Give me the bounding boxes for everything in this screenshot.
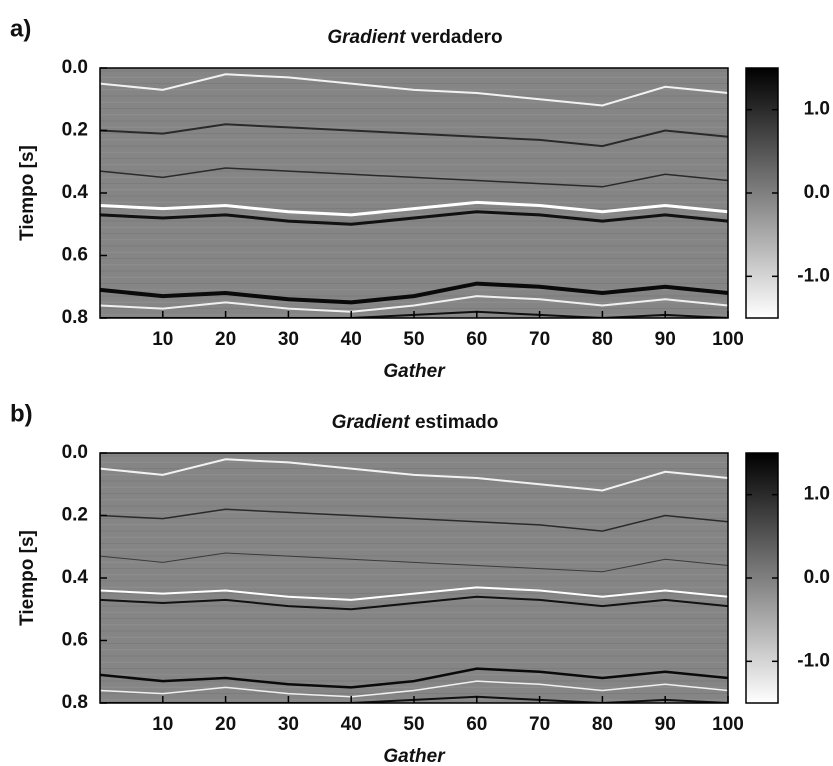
x-tick-label: 60 [466,329,487,350]
horizon [100,73,728,107]
title-italic: Gradient [327,27,406,48]
chart-title: Gradient estimado [332,412,499,433]
colorbar-tick-label: 0.0 [804,567,830,588]
horizon [100,210,728,226]
x-tick-label: 90 [655,329,676,350]
y-tick-label: 0.0 [62,442,88,463]
x-tick-label: 50 [403,329,424,350]
y-tick-label: 0.8 [62,307,88,328]
panel: b) Gradient estimado 0.0 0.2 0.4 0.6 0.8 10 20 30… [10,400,830,766]
chart-title: Gradient verdadero [327,27,502,48]
x-tick-label: 100 [712,714,744,735]
y-tick-label: 0.4 [62,567,89,588]
x-tick-label: 40 [341,714,362,735]
x-tick-label: 30 [278,329,299,350]
colorbar-tick-label: 1.0 [804,484,830,505]
title-italic: Gradient [332,412,411,433]
y-tick-label: 0.6 [62,630,88,651]
colorbar-tick-label: -1.0 [797,650,830,671]
x-tick-label: 50 [403,714,424,735]
horizon [100,458,728,492]
horizons [100,70,728,318]
x-tick-label: 80 [592,714,613,735]
horizon [100,667,728,689]
horizon [100,595,728,611]
x-tick-label: 90 [655,714,676,735]
x-tick-label: 40 [341,329,362,350]
horizon [100,167,728,188]
title-text: verdadero [405,27,502,48]
y-tick-label: 0.2 [62,120,88,141]
y-tick-label: 0.0 [62,57,88,78]
x-axis-label: Gather [383,361,446,382]
plot-background [100,453,728,703]
y-tick-label: 0.4 [62,182,89,203]
horizon [100,281,728,305]
horizon [100,123,728,148]
horizon [100,586,728,601]
y-tick-label: 0.2 [62,505,88,526]
x-tick-label: 20 [215,714,236,735]
y-tick-label: 0.8 [62,692,88,713]
y-axis-label: Tiempo [s] [17,530,38,626]
horizon [100,295,728,313]
y-axis-label: Tiempo [s] [17,145,38,241]
horizon [100,200,728,217]
x-tick-label: 80 [592,329,613,350]
x-tick-label: 30 [278,714,299,735]
x-tick-label: 70 [529,329,550,350]
horizon [100,680,728,698]
y-tick-label: 0.6 [62,245,88,266]
x-tick-label: 20 [215,329,236,350]
x-tick-label: 10 [152,329,173,350]
colorbar-tick-label: 0.0 [804,182,830,203]
x-tick-label: 100 [712,329,744,350]
horizon [100,508,728,532]
title-text: estimado [410,412,499,433]
panel: a) Gradient verdadero 0.0 0.2 0.4 0.6 0.8 10 20 3… [10,15,830,382]
plot-background [100,68,728,318]
horizon [100,552,728,573]
x-tick-label: 60 [466,714,487,735]
colorbar-tick-label: -1.0 [797,265,830,286]
x-tick-label: 70 [529,714,550,735]
horizons [100,455,728,703]
panel-label: a) [10,15,31,42]
panel-label: b) [10,400,33,427]
colorbar-tick-label: 1.0 [804,99,830,120]
x-tick-label: 10 [152,714,173,735]
x-axis-label: Gather [383,746,446,766]
